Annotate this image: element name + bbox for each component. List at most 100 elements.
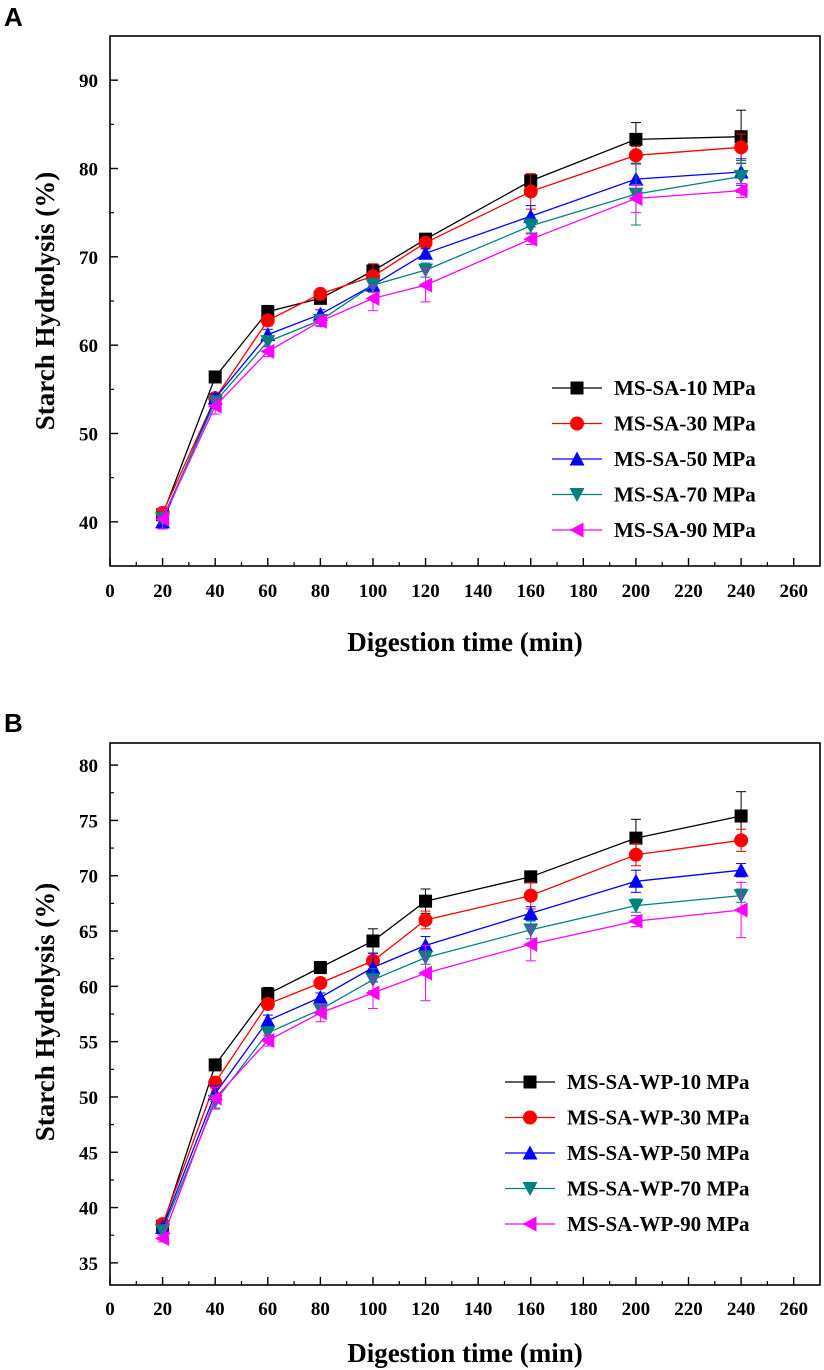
data-point <box>313 286 328 301</box>
series-4 <box>155 160 749 526</box>
x-tick-label: 160 <box>516 1299 545 1320</box>
series-5 <box>155 881 748 1247</box>
legend-label: MS-SA-WP-30 MPa <box>567 1106 750 1130</box>
data-point <box>733 183 748 199</box>
legend-marker <box>522 1182 538 1196</box>
x-tick-label: 240 <box>727 581 756 602</box>
x-tick-label: 120 <box>411 1299 440 1320</box>
data-point <box>313 961 327 975</box>
data-point <box>523 905 539 920</box>
data-point <box>260 1026 276 1041</box>
legend-label: MS-SA-WP-90 MPa <box>567 1212 750 1236</box>
data-point <box>260 1033 275 1049</box>
y-tick-label: 70 <box>79 248 98 269</box>
data-point <box>312 989 328 1004</box>
data-point <box>523 219 539 234</box>
x-tick-label: 220 <box>674 581 703 602</box>
legend-marker <box>569 488 585 502</box>
data-point <box>312 313 327 329</box>
panel-b: B 0 20 40 60 80 100 120 140 160 180 200 220 240 260 35… <box>4 708 821 1368</box>
data-point <box>734 809 748 823</box>
x-axis-title: Digestion time (min) <box>347 627 582 657</box>
data-point <box>733 169 749 184</box>
data-point <box>733 902 748 918</box>
data-point <box>628 148 643 163</box>
data-point <box>524 870 538 884</box>
legend-label: MS-SA-50 MPa <box>614 447 756 471</box>
data-point <box>628 191 643 207</box>
data-point <box>155 511 170 527</box>
x-tick-label: 0 <box>105 1299 115 1320</box>
x-tick-label: 200 <box>622 581 651 602</box>
x-tick-label: 100 <box>359 1299 388 1320</box>
legend-marker <box>523 1110 537 1125</box>
y-tick-label: 60 <box>79 977 98 998</box>
x-tick-label: 120 <box>411 581 440 602</box>
data-point <box>260 343 275 359</box>
data-point <box>523 888 538 903</box>
x-tick-label: 140 <box>464 581 493 602</box>
x-tick-label: 20 <box>153 1299 172 1320</box>
x-tick-label: 220 <box>674 1299 703 1320</box>
legend-marker <box>570 381 584 395</box>
data-point <box>523 184 538 199</box>
data-point <box>208 370 222 384</box>
x-tick-label: 140 <box>464 1299 493 1320</box>
y-tick-label: 80 <box>79 756 98 777</box>
legend-label: MS-SA-WP-10 MPa <box>567 1070 750 1094</box>
x-tick-label: 180 <box>569 1299 598 1320</box>
legend: MS-SA-WP-10 MPa MS-SA-WP-30 MPa MS-SA-WP-5… <box>505 1070 750 1236</box>
legend-marker <box>569 451 585 466</box>
legend-marker <box>523 1075 537 1089</box>
data-point <box>418 277 433 293</box>
y-tick-label: 65 <box>79 922 98 943</box>
series-layer <box>155 791 749 1247</box>
y-tick-label: 40 <box>79 513 98 534</box>
legend-item: MS-SA-10 MPa <box>552 376 756 400</box>
y-tick-label: 60 <box>79 336 98 357</box>
plot-frame <box>109 742 821 1286</box>
x-tick-label: 240 <box>727 1299 756 1320</box>
panel-letter: A <box>4 2 23 32</box>
y-tick-label: 55 <box>79 1033 98 1054</box>
y-axis-title: Starch Hydrolysis (%) <box>30 172 60 431</box>
y-tick-label: 50 <box>79 425 98 446</box>
series-line <box>161 869 742 1228</box>
data-point <box>365 960 381 975</box>
x-tick-label: 60 <box>258 581 277 602</box>
panel-a: A 0 20 40 60 80 100 120 140 160 180 200 220 240 260 40… <box>4 2 821 657</box>
x-tick-label: 100 <box>359 581 388 602</box>
data-point <box>208 1058 222 1072</box>
x-tick-label: 60 <box>258 1299 277 1320</box>
series-2 <box>155 828 749 1232</box>
data-point <box>260 1013 276 1028</box>
x-tick-label: 80 <box>311 1299 330 1320</box>
y-tick-label: 80 <box>79 160 98 181</box>
legend-item: MS-SA-WP-10 MPa <box>505 1070 750 1094</box>
y-tick-label: 70 <box>79 867 98 888</box>
legend-item: MS-SA-70 MPa <box>552 483 756 507</box>
data-point <box>629 831 643 845</box>
legend-item: MS-SA-WP-90 MPa <box>505 1212 750 1236</box>
data-point <box>155 1231 170 1247</box>
data-point <box>312 1005 327 1021</box>
x-tick-label: 180 <box>569 581 598 602</box>
y-tick-label: 50 <box>79 1088 98 1109</box>
series-5 <box>155 183 748 530</box>
legend-item: MS-SA-30 MPa <box>552 412 756 436</box>
data-point <box>260 335 276 350</box>
data-point <box>366 934 380 948</box>
data-point <box>418 235 433 250</box>
legend-label: MS-SA-WP-70 MPa <box>567 1177 750 1201</box>
legend-item: MS-SA-50 MPa <box>552 447 756 471</box>
legend-label: MS-SA-70 MPa <box>614 483 756 507</box>
x-tick-label: 160 <box>516 581 545 602</box>
legend-marker <box>569 522 584 538</box>
legend-label: MS-SA-90 MPa <box>614 518 756 542</box>
series-layer <box>155 109 749 530</box>
y-axis-title: Starch Hydrolysis (%) <box>30 883 60 1142</box>
data-point <box>261 987 275 1001</box>
x-tick-label: 80 <box>311 581 330 602</box>
y-tick-label: 75 <box>79 811 98 832</box>
series-3 <box>155 158 749 530</box>
